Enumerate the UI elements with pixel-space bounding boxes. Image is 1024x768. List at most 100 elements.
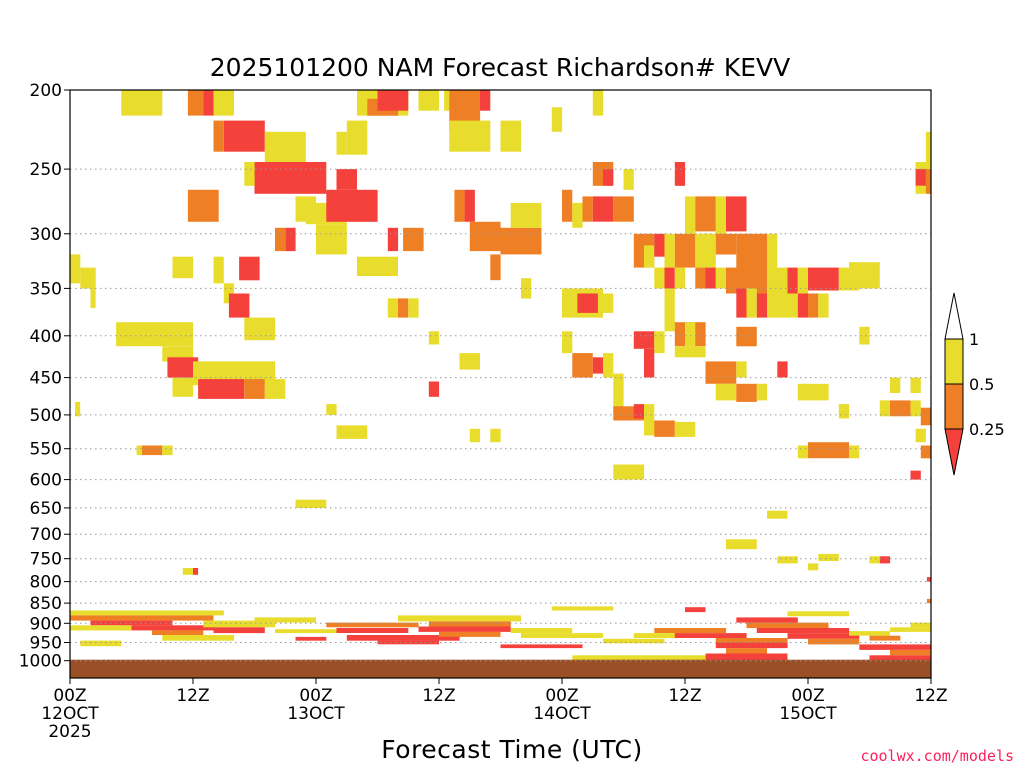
heatmap-cell <box>254 617 316 623</box>
heatmap-cell <box>674 162 686 186</box>
heatmap-cell <box>849 445 860 459</box>
heatmap-cell <box>654 331 665 354</box>
heatmap-cell <box>464 189 475 222</box>
heatmap-cell <box>695 196 716 232</box>
heatmap-cell <box>674 421 696 437</box>
heatmap-cell <box>500 227 542 255</box>
y-tick-label: 350 <box>30 279 62 299</box>
heatmap-cell <box>715 383 737 401</box>
heatmap-cell <box>664 288 675 332</box>
heatmap-cell <box>480 90 491 111</box>
heatmap-cell <box>869 635 901 641</box>
heatmap-cell <box>213 627 265 634</box>
heatmap-cell <box>510 202 521 228</box>
heatmap-cell <box>162 445 173 456</box>
heatmap-cell <box>326 622 419 628</box>
heatmap-cell <box>613 196 634 222</box>
heatmap-cell <box>203 90 214 116</box>
heatmap-cell <box>336 169 357 190</box>
heatmap-cell <box>490 254 501 281</box>
heatmap-cell <box>121 90 163 116</box>
heatmap-cell <box>787 611 849 617</box>
y-tick-label: 400 <box>30 327 62 347</box>
x-tick-label: 00Z <box>299 686 332 706</box>
heatmap-cell <box>510 628 573 633</box>
heatmap-cell <box>562 189 573 222</box>
heatmap-cell <box>808 293 819 318</box>
y-tick-label: 300 <box>30 225 62 245</box>
heatmap-cell <box>572 202 583 228</box>
heatmap-cell <box>767 293 798 318</box>
heatmap-cell <box>777 361 788 378</box>
heatmap-cell <box>418 626 511 632</box>
heatmap-cell <box>685 322 696 347</box>
x-tick-label: 13OCT <box>287 704 345 724</box>
heatmap-cell <box>141 445 163 456</box>
heatmap-cell <box>172 377 193 397</box>
heatmap-cell <box>316 224 347 255</box>
heatmap-cell <box>633 404 645 419</box>
legend-swatch-mid <box>944 383 964 430</box>
x-tick-label: 12Z <box>422 686 455 706</box>
heatmap-cell <box>346 120 368 155</box>
heatmap-cell <box>685 196 696 234</box>
x-tick-label: 00Z <box>545 686 578 706</box>
heatmap-cell <box>705 233 716 268</box>
heatmap-cell <box>244 379 265 399</box>
legend-label: 0.25 <box>969 420 1005 439</box>
heatmap-cell <box>613 373 624 408</box>
heatmap-cell <box>695 267 706 289</box>
heatmap-cell <box>915 428 926 443</box>
heatmap-cell <box>357 256 398 277</box>
heatmap-cell <box>715 642 788 649</box>
y-tick-label: 750 <box>30 550 62 570</box>
heatmap-cell <box>644 404 655 422</box>
chart-title: 2025101200 NAM Forecast Richardson# KEVV <box>210 53 790 82</box>
heatmap-cell <box>244 317 276 341</box>
heatmap-cell <box>572 353 593 378</box>
heatmap-cell <box>644 348 655 378</box>
y-tick-label: 1000 <box>19 652 62 672</box>
heatmap-cell <box>582 196 593 222</box>
heatmap-cell <box>439 631 501 637</box>
y-tick-label: 450 <box>30 369 62 389</box>
heatmap-cell <box>674 346 706 358</box>
heatmap-cell <box>187 189 219 222</box>
heatmap-cell <box>890 627 931 632</box>
heatmap-cell <box>398 615 521 622</box>
heatmap-cell <box>808 638 860 645</box>
heatmap-cell <box>285 227 296 252</box>
heatmap-cell <box>736 233 768 273</box>
heatmap-cell <box>264 379 286 399</box>
heatmap-cell <box>797 267 809 294</box>
heatmap-cell <box>869 556 880 564</box>
heatmap-cell <box>925 131 931 162</box>
heatmap-cell <box>603 353 614 378</box>
heatmap-cell <box>797 383 829 401</box>
plot-frame <box>69 89 932 679</box>
heatmap-cell <box>182 568 194 575</box>
y-tick-label: 700 <box>30 525 62 545</box>
heatmap-cell <box>890 649 931 656</box>
heatmap-cell <box>418 90 439 111</box>
heatmap-cell <box>75 401 81 417</box>
heatmap-cell <box>787 267 798 294</box>
heatmap-cell <box>654 628 727 633</box>
heatmap-cell <box>674 633 747 638</box>
heatmap-cell <box>326 404 337 415</box>
x-tick-label: 12Z <box>176 686 209 706</box>
heatmap-cell <box>167 357 199 378</box>
heatmap-cell <box>726 539 757 550</box>
heatmap-cell <box>336 628 409 633</box>
heatmap-cell <box>326 189 378 222</box>
heatmap-cell <box>925 169 931 194</box>
x-tick-label: 00Z <box>791 686 824 706</box>
heatmap-cell <box>654 267 665 289</box>
heatmap-cell <box>408 298 419 318</box>
heatmap-cell <box>428 621 511 627</box>
y-tick-label: 800 <box>30 573 62 593</box>
heatmap-cell <box>239 256 260 281</box>
heatmap-cell <box>305 202 317 222</box>
heatmap-cell <box>70 615 214 621</box>
heatmap-cell <box>172 256 193 279</box>
